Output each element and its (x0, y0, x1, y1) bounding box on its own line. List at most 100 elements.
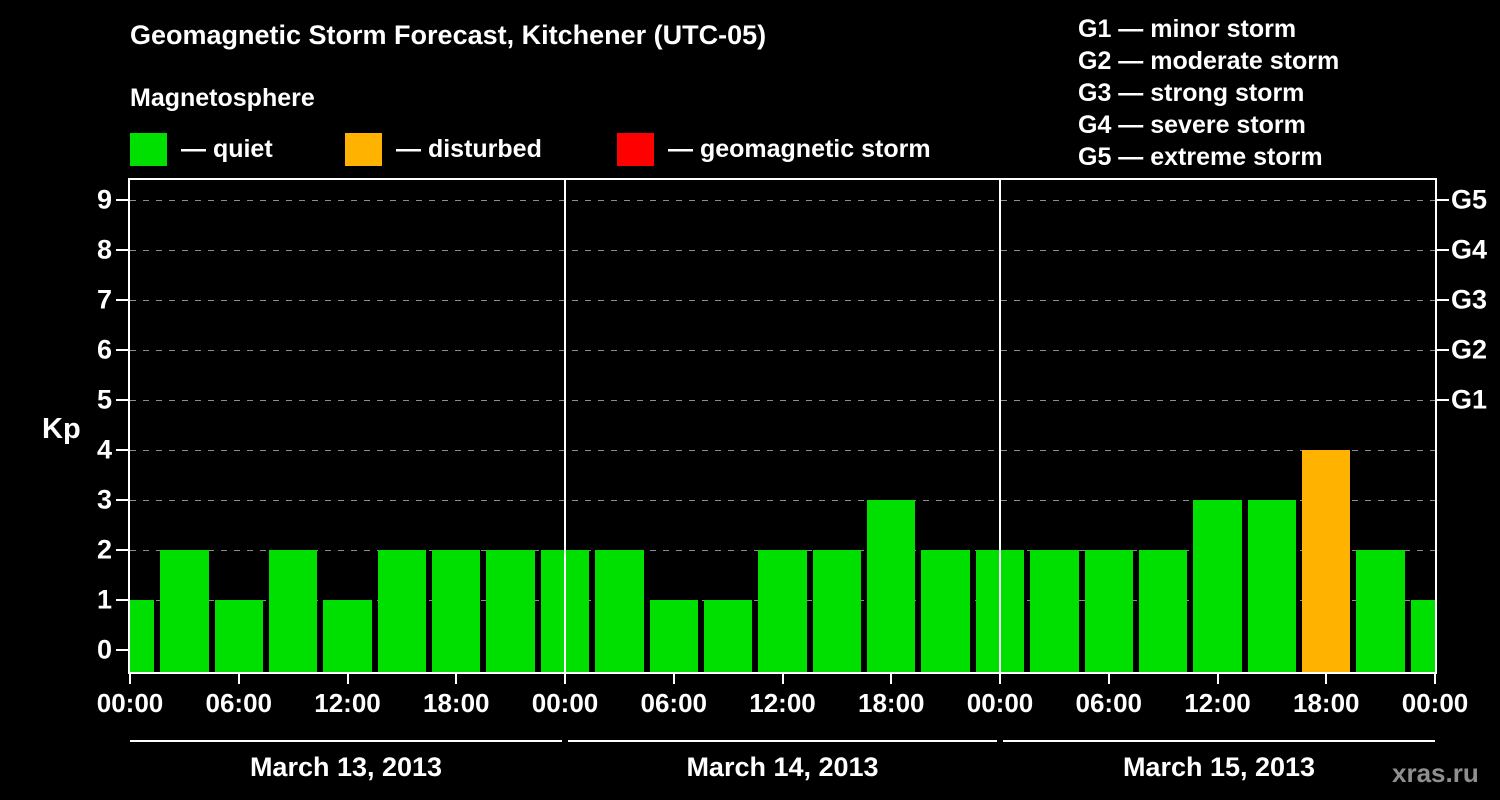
x-axis-tick-label: 12:00 (1184, 688, 1251, 718)
kp-bar (812, 550, 862, 672)
kp-bar (130, 600, 155, 672)
date-label: March 15, 2013 (1122, 752, 1316, 782)
legend-item-label: — disturbed (396, 134, 542, 163)
kp-gridline (130, 400, 1435, 401)
kp-bar (160, 550, 209, 672)
kp-bar (1084, 550, 1133, 672)
g-legend-line: G3 — strong storm (1078, 79, 1305, 107)
x-axis-tick (129, 674, 131, 684)
x-axis-tick (781, 674, 784, 684)
g-axis-tick-label: G4 (1451, 234, 1488, 265)
g-axis-tick (1437, 299, 1449, 301)
date-axis-line (1003, 740, 1435, 742)
g-legend-line: G1 — minor storm (1078, 15, 1297, 43)
kp-gridline (130, 250, 1435, 251)
y-axis-tick-label: 0 (96, 634, 112, 665)
x-axis-tick-label: 18:00 (858, 688, 925, 718)
x-axis-tick (564, 674, 566, 684)
x-axis-tick-label: 00:00 (96, 688, 164, 718)
legend-item-label: — geomagnetic storm (668, 134, 931, 163)
y-axis-tick-label: 1 (96, 584, 112, 615)
kp-gridline (130, 350, 1435, 351)
g-axis-tick-label: G3 (1451, 284, 1488, 315)
x-axis-tick (1434, 674, 1436, 684)
x-axis-tick (1216, 674, 1219, 684)
kp-bar (703, 600, 753, 672)
g-axis-tick (1437, 399, 1449, 401)
y-axis-tick (116, 349, 128, 351)
g-axis-tick-label: G2 (1451, 334, 1488, 365)
date-label: March 13, 2013 (249, 752, 443, 782)
watermark: xras.ru (1392, 758, 1479, 788)
y-axis-tick (116, 299, 128, 301)
storm-swatch (617, 132, 654, 166)
x-axis-tick-label: 18:00 (423, 688, 490, 718)
kp-axis-label: Kp (42, 413, 81, 445)
kp-bar (595, 550, 644, 672)
g-axis-tick-label: G5 (1451, 184, 1488, 215)
kp-bar (486, 550, 535, 672)
g-legend-line: G5 — extreme storm (1078, 143, 1323, 171)
kp-bar (1410, 600, 1435, 672)
kp-bar (1138, 550, 1188, 672)
g-axis-tick (1437, 199, 1449, 201)
x-axis-tick (346, 674, 349, 684)
date-axis-line (568, 740, 997, 742)
x-axis-tick (1325, 674, 1328, 684)
plot-area (130, 180, 1435, 672)
x-axis-tick (890, 674, 893, 684)
legend-item-disturbed: — disturbed (345, 130, 542, 168)
g-legend-line: G4 — severe storm (1078, 111, 1306, 139)
x-axis-tick (237, 674, 240, 684)
y-axis-tick (116, 649, 128, 651)
legend-item-label: — quiet (181, 134, 273, 163)
legend-item-storm: — geomagnetic storm (617, 130, 931, 168)
kp-gridline (130, 450, 1435, 451)
disturbed-swatch (345, 132, 382, 166)
x-axis-tick (999, 674, 1001, 684)
kp-bar (432, 550, 481, 672)
kp-bar (1302, 450, 1351, 672)
kp-bar (377, 550, 427, 672)
y-axis-tick-label: 2 (96, 534, 112, 565)
magnetosphere-label: Magnetosphere (130, 84, 315, 112)
legend-row: — quiet — disturbed — geomagnetic storm (130, 130, 1090, 168)
kp-bar (867, 500, 916, 672)
y-axis-tick (116, 249, 128, 251)
y-axis-tick-label: 8 (96, 234, 112, 265)
y-axis-tick (116, 399, 128, 401)
x-axis-tick-label: 06:00 (640, 688, 708, 718)
kp-bar (323, 600, 372, 672)
x-axis-tick-label: 12:00 (749, 688, 816, 718)
x-axis-tick-label: 18:00 (1293, 688, 1360, 718)
y-axis-tick (116, 449, 128, 451)
quiet-swatch (130, 132, 167, 166)
x-axis-tick (672, 674, 675, 684)
plot-frame (128, 178, 1437, 674)
y-axis-tick-label: 9 (96, 184, 112, 215)
kp-bar (649, 600, 698, 672)
day-separator-line (564, 180, 566, 672)
y-axis-tick-label: 5 (96, 384, 112, 415)
day-separator-line (999, 180, 1001, 672)
y-axis-tick (116, 549, 128, 551)
kp-bar (214, 600, 263, 672)
kp-gridline (130, 200, 1435, 201)
kp-bar (1030, 550, 1079, 672)
x-axis-tick (455, 674, 458, 684)
y-axis-tick (116, 599, 128, 601)
g-legend-line: G2 — moderate storm (1078, 47, 1340, 75)
y-axis-tick-label: 4 (96, 434, 112, 465)
date-label: March 14, 2013 (686, 752, 879, 782)
x-axis-tick-label: 12:00 (314, 688, 381, 718)
x-axis-tick-label: 06:00 (1075, 688, 1143, 718)
kp-bar (1247, 500, 1297, 672)
x-axis-tick-label: 06:00 (205, 688, 273, 718)
date-axis-line (130, 740, 562, 742)
x-axis-tick-label: 00:00 (966, 688, 1034, 718)
kp-bar (268, 550, 318, 672)
y-axis-tick-label: 7 (96, 284, 112, 315)
x-axis-tick-label: 00:00 (1401, 688, 1469, 718)
g-axis-tick (1437, 249, 1449, 251)
x-axis-tick-label: 00:00 (531, 688, 599, 718)
